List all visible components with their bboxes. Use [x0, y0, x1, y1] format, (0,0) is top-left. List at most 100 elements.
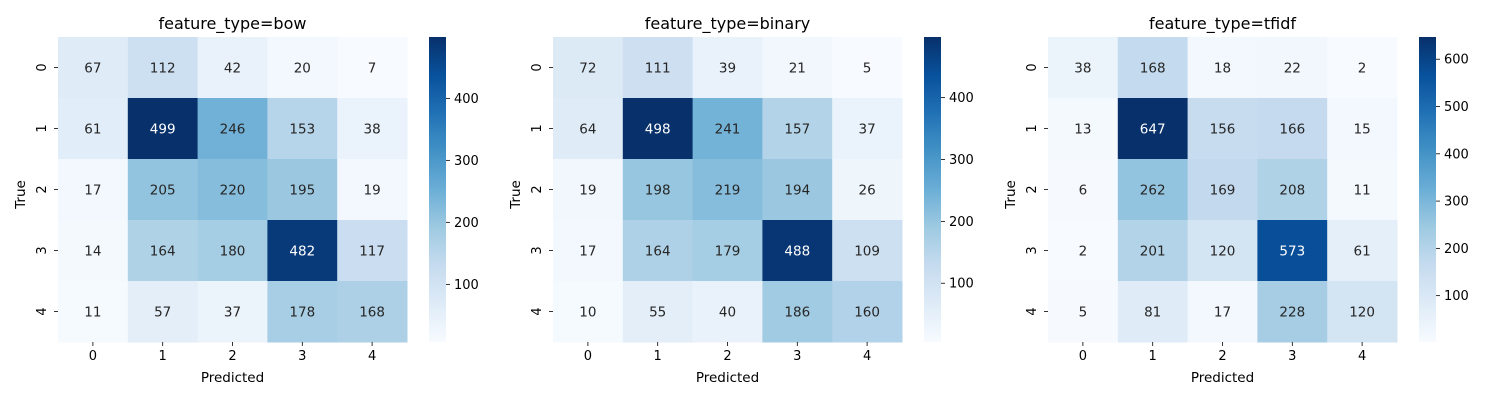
cell-value-label: 15 [1354, 122, 1371, 138]
heatmap-cell [692, 37, 763, 99]
cell-value-label: 7 [368, 61, 377, 77]
cell-value-label: 164 [645, 244, 671, 260]
y-tick-label: 4 [35, 307, 50, 315]
cell-value-label: 42 [224, 61, 241, 77]
colorbar [429, 37, 446, 342]
y-tick-label: 2 [530, 185, 545, 193]
colorbar-tick-label: 200 [454, 216, 479, 231]
heatmap-cell [197, 98, 268, 160]
heatmap-cell [692, 98, 763, 160]
cell-value-label: 180 [220, 244, 246, 260]
heatmap-cell [692, 220, 763, 282]
cell-value-label: 22 [1284, 61, 1301, 77]
cell-value-label: 57 [154, 305, 171, 321]
cell-value-label: 21 [789, 61, 806, 77]
cell-value-label: 178 [289, 305, 315, 321]
cell-value-label: 647 [1140, 122, 1166, 138]
cell-value-label: 195 [289, 183, 315, 199]
colorbar-tick-label: 300 [454, 154, 479, 169]
cell-value-label: 120 [1349, 305, 1375, 321]
y-axis-label: True [508, 180, 524, 210]
y-tick-label: 1 [1025, 124, 1040, 132]
colorbar-tick-label: 200 [1444, 242, 1469, 257]
cell-value-label: 13 [1074, 122, 1091, 138]
heatmap-cell [1327, 159, 1398, 221]
heatmap-cell [1257, 37, 1328, 99]
cell-value-label: 157 [784, 122, 810, 138]
cell-value-label: 20 [294, 61, 311, 77]
cell-value-label: 14 [84, 244, 101, 260]
y-tick-label: 3 [1025, 246, 1040, 254]
cell-value-label: 11 [84, 305, 101, 321]
cell-value-label: 488 [784, 244, 810, 260]
x-tick-label: 2 [228, 349, 236, 364]
cell-value-label: 18 [1214, 61, 1231, 77]
heatmap-cell [197, 281, 268, 343]
cell-value-label: 72 [579, 61, 596, 77]
heatmap-cell [762, 220, 833, 282]
cell-value-label: 81 [1144, 305, 1161, 321]
y-tick-label: 0 [35, 63, 50, 71]
cell-value-label: 2 [1079, 244, 1088, 260]
panel-title: feature_type=bow [159, 14, 307, 34]
x-tick-label: 3 [793, 349, 801, 364]
cell-value-label: 246 [220, 122, 246, 138]
heatmap-cell [1187, 37, 1258, 99]
heatmap-cell [1327, 37, 1398, 99]
heatmap-cell [1048, 281, 1119, 343]
heatmap-cell [832, 281, 903, 343]
heatmap-cell [1048, 220, 1119, 282]
cell-value-label: 61 [84, 122, 101, 138]
cell-value-label: 228 [1279, 305, 1305, 321]
heatmap-cell [58, 98, 129, 160]
cell-value-label: 37 [224, 305, 241, 321]
cell-value-label: 38 [1074, 61, 1091, 77]
cell-value-label: 168 [359, 305, 385, 321]
cell-value-label: 17 [579, 244, 596, 260]
colorbar-tick-label: 400 [949, 91, 974, 106]
x-tick-label: 0 [1079, 349, 1087, 364]
heatmap-cell [1117, 220, 1189, 282]
heatmap-panel-2: 38 168 18 22 213 647 156 166 156 262 169 208 112 201 1… [1003, 14, 1469, 386]
colorbar-tick-label: 100 [454, 278, 479, 293]
x-tick-label: 4 [1358, 349, 1366, 364]
heatmap-cell [1117, 98, 1189, 160]
heatmap-cell [337, 37, 408, 99]
cell-value-label: 208 [1279, 183, 1305, 199]
x-tick-label: 0 [89, 349, 97, 364]
heatmap-cell [832, 159, 903, 221]
heatmap-cell [267, 220, 338, 282]
cell-value-label: 39 [719, 61, 736, 77]
heatmap-cell [832, 98, 903, 160]
y-tick-label: 3 [530, 246, 545, 254]
x-tick-label: 1 [654, 349, 662, 364]
x-tick-label: 3 [298, 349, 306, 364]
heatmap-cell [58, 159, 129, 221]
heatmap-cell [267, 98, 338, 160]
y-tick-label: 1 [35, 124, 50, 132]
cell-value-label: 120 [1210, 244, 1236, 260]
cell-value-label: 17 [1214, 305, 1231, 321]
colorbar-tick-label: 400 [454, 92, 479, 107]
heatmap-cell [337, 159, 408, 221]
heatmap-cell [127, 220, 199, 282]
cell-value-label: 169 [1210, 183, 1236, 199]
heatmap-cell [58, 37, 129, 99]
heatmap-cell [1327, 281, 1398, 343]
colorbar-tick-label: 600 [1444, 53, 1469, 68]
heatmap-cell [622, 159, 694, 221]
heatmap-cell [58, 220, 129, 282]
panel-title: feature_type=tfidf [1149, 14, 1296, 34]
cell-value-label: 111 [645, 61, 671, 77]
y-tick-label: 4 [1025, 307, 1040, 315]
cell-value-label: 19 [579, 183, 596, 199]
heatmap-cell [197, 159, 268, 221]
heatmap-cell [1327, 98, 1398, 160]
y-tick-label: 3 [35, 246, 50, 254]
x-axis-label: Predicted [696, 370, 759, 386]
x-tick-label: 4 [863, 349, 871, 364]
heatmap-cell [762, 159, 833, 221]
